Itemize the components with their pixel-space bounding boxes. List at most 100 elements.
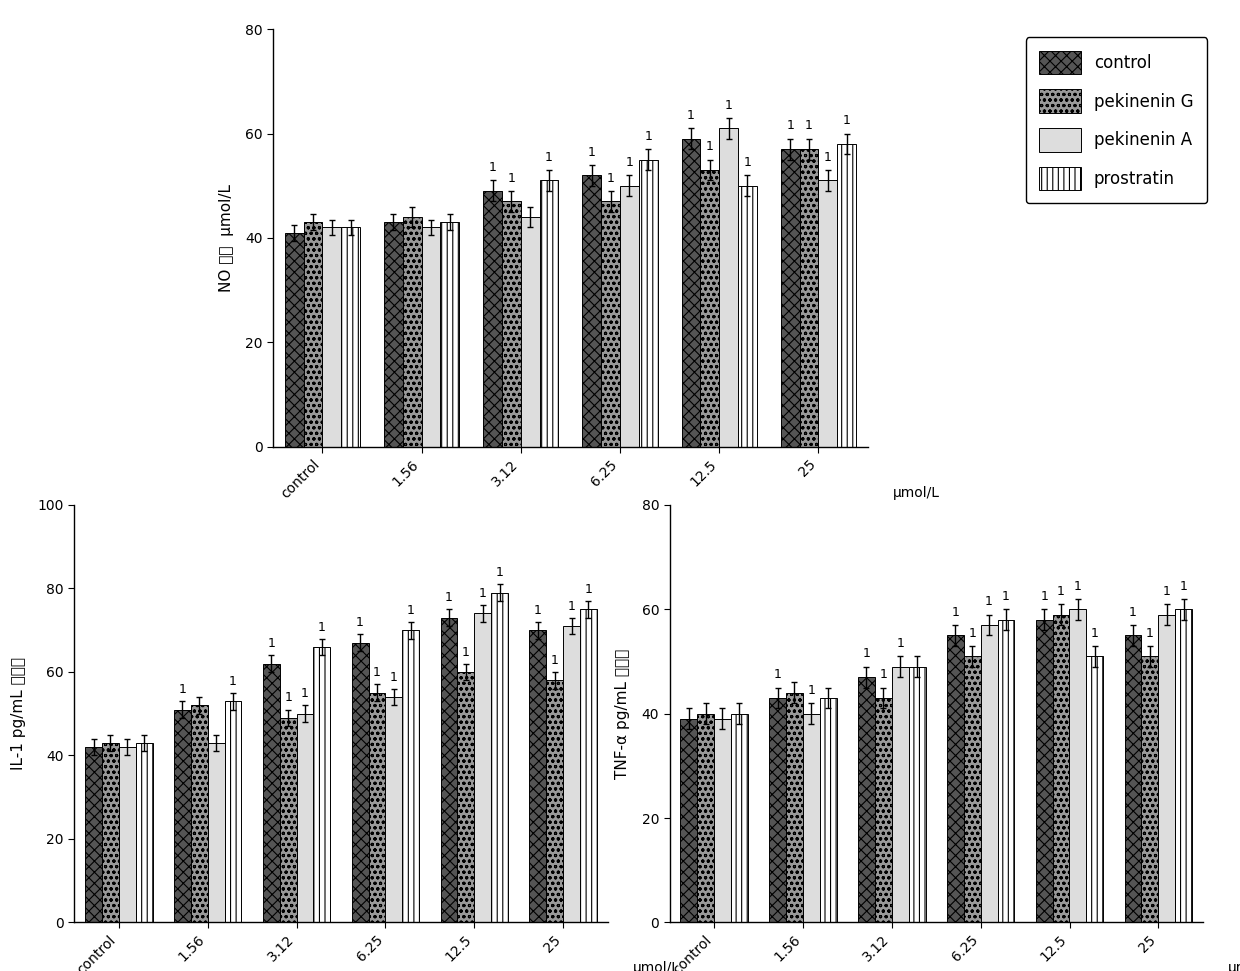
Text: 1: 1 xyxy=(373,666,381,680)
Bar xyxy=(352,643,368,922)
Text: 1: 1 xyxy=(951,606,960,619)
Text: 1: 1 xyxy=(301,687,309,700)
Text: 1: 1 xyxy=(317,620,326,633)
Text: 1: 1 xyxy=(546,151,553,164)
Text: 1: 1 xyxy=(897,637,904,650)
Text: 1: 1 xyxy=(1163,585,1171,598)
Bar xyxy=(422,227,440,447)
Bar xyxy=(296,714,314,922)
Bar xyxy=(1125,635,1142,922)
Bar xyxy=(820,698,837,922)
Bar xyxy=(1086,656,1104,922)
Text: 1: 1 xyxy=(774,668,781,682)
Text: 1: 1 xyxy=(229,675,237,687)
Text: 1: 1 xyxy=(706,141,714,153)
Bar xyxy=(639,159,657,447)
Bar xyxy=(563,626,580,922)
Text: 1: 1 xyxy=(879,668,888,682)
Bar xyxy=(304,222,322,447)
Text: 1: 1 xyxy=(356,617,365,629)
Bar xyxy=(314,647,330,922)
Text: 1: 1 xyxy=(1002,590,1009,603)
Text: 1: 1 xyxy=(1074,580,1081,592)
Text: 1: 1 xyxy=(645,130,652,143)
Bar xyxy=(384,222,403,447)
Bar xyxy=(892,667,909,922)
Text: 1: 1 xyxy=(389,671,398,684)
Text: 1: 1 xyxy=(507,172,516,184)
Bar xyxy=(502,201,521,447)
Text: 1: 1 xyxy=(284,691,293,705)
Text: 1: 1 xyxy=(179,684,186,696)
Text: 1: 1 xyxy=(863,648,870,660)
Text: 1: 1 xyxy=(786,119,794,132)
Text: 1: 1 xyxy=(584,583,593,596)
Bar xyxy=(521,217,539,447)
Bar xyxy=(697,714,714,922)
Text: 1: 1 xyxy=(1040,590,1048,603)
Text: 1: 1 xyxy=(1146,626,1154,640)
Bar xyxy=(714,719,730,922)
Bar xyxy=(440,222,459,447)
Bar xyxy=(224,701,242,922)
Text: 1: 1 xyxy=(606,172,615,184)
Text: 1: 1 xyxy=(744,156,751,169)
Bar xyxy=(386,697,402,922)
Bar xyxy=(322,227,341,447)
Text: μmol/L: μmol/L xyxy=(632,961,680,971)
Text: 1: 1 xyxy=(588,146,595,158)
Bar xyxy=(997,619,1014,922)
Bar xyxy=(875,698,892,922)
Text: 1: 1 xyxy=(968,626,976,640)
Text: 1: 1 xyxy=(1179,580,1188,592)
Bar xyxy=(837,144,856,447)
Text: 1: 1 xyxy=(1091,626,1099,640)
Bar xyxy=(620,185,639,447)
Bar xyxy=(86,747,102,922)
Y-axis label: TNF-α pg/mL 总蛋白: TNF-α pg/mL 总蛋白 xyxy=(615,649,630,779)
Text: 1: 1 xyxy=(445,591,453,604)
Legend: control, pekinenin G, pekinenin A, prostratin: control, pekinenin G, pekinenin A, prost… xyxy=(1025,38,1207,204)
Y-axis label: NO 浓度  μmol/L: NO 浓度 μmol/L xyxy=(218,184,233,292)
Bar xyxy=(1035,619,1053,922)
Bar xyxy=(719,128,738,447)
Bar xyxy=(804,714,820,922)
Text: 1: 1 xyxy=(407,604,414,617)
Text: 1: 1 xyxy=(479,587,486,600)
Bar xyxy=(800,150,818,447)
Bar xyxy=(484,191,502,447)
Text: 1: 1 xyxy=(625,156,634,169)
Bar xyxy=(1053,615,1069,922)
Bar xyxy=(547,681,563,922)
Text: 1: 1 xyxy=(985,595,993,608)
Y-axis label: IL-1 pg/mL 总蛋白: IL-1 pg/mL 总蛋白 xyxy=(11,657,26,770)
Bar xyxy=(858,677,875,922)
Bar xyxy=(947,635,963,922)
Bar xyxy=(539,181,558,447)
Bar xyxy=(403,217,422,447)
Bar xyxy=(191,705,208,922)
Bar xyxy=(1142,656,1158,922)
Bar xyxy=(341,227,360,447)
Bar xyxy=(280,718,296,922)
Bar xyxy=(601,201,620,447)
Bar xyxy=(786,693,804,922)
Bar xyxy=(583,175,601,447)
Bar xyxy=(207,743,224,922)
Text: 1: 1 xyxy=(463,646,470,658)
Bar xyxy=(458,672,474,922)
Bar xyxy=(529,630,547,922)
Bar xyxy=(730,714,748,922)
Text: μmol/L: μmol/L xyxy=(1228,961,1240,971)
Bar xyxy=(781,150,800,447)
Text: 1: 1 xyxy=(843,115,851,127)
Bar xyxy=(102,743,119,922)
Bar xyxy=(119,747,135,922)
Bar xyxy=(263,663,280,922)
Text: 1: 1 xyxy=(687,109,694,122)
Bar xyxy=(491,592,508,922)
Bar xyxy=(738,185,756,447)
Bar xyxy=(1158,615,1176,922)
Bar xyxy=(474,614,491,922)
Text: 1: 1 xyxy=(1130,606,1137,619)
